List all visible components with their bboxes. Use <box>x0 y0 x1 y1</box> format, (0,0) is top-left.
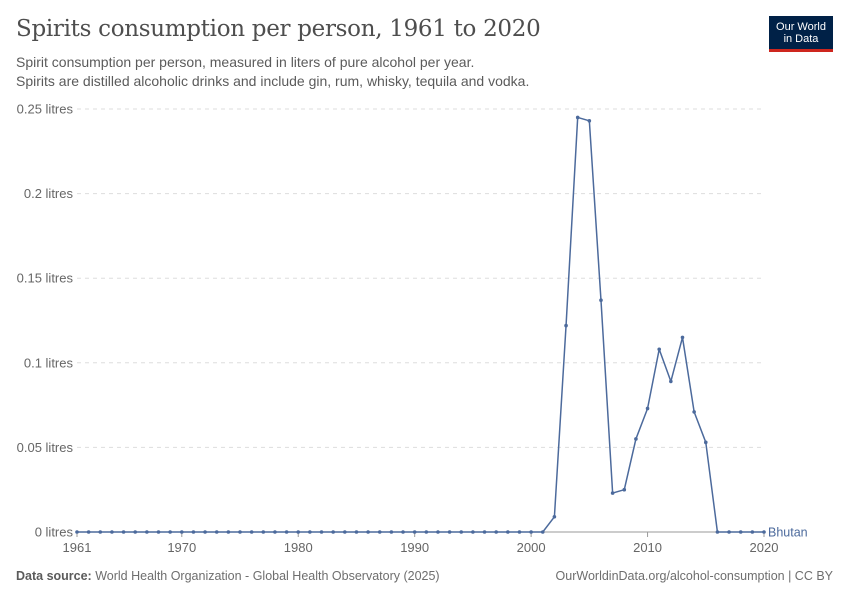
data-point[interactable] <box>110 530 114 534</box>
data-point[interactable] <box>517 530 522 534</box>
data-point[interactable] <box>610 491 615 495</box>
data-point[interactable] <box>331 530 335 534</box>
data-point[interactable] <box>506 530 510 534</box>
data-point[interactable] <box>494 530 498 534</box>
subtitle-line-1: Spirit consumption per person, measured … <box>16 54 475 70</box>
data-point[interactable] <box>156 530 161 534</box>
data-point[interactable] <box>308 530 312 534</box>
series-line-bhutan[interactable] <box>77 116 764 533</box>
data-point[interactable] <box>447 530 452 534</box>
data-point[interactable] <box>203 530 207 534</box>
x-tick-label: 1990 <box>400 540 429 555</box>
data-point[interactable] <box>249 530 254 534</box>
data-point[interactable] <box>191 530 196 534</box>
data-point[interactable] <box>238 530 242 534</box>
data-point[interactable] <box>622 487 627 492</box>
data-point[interactable] <box>657 347 662 352</box>
y-grid <box>77 108 764 533</box>
data-point[interactable] <box>645 406 650 411</box>
owid-logo[interactable]: Our World in Data <box>769 16 833 52</box>
data-point[interactable] <box>412 530 417 534</box>
data-point[interactable] <box>296 530 301 534</box>
data-point[interactable] <box>575 115 580 120</box>
y-tick-label: 0.05 litres <box>17 440 74 455</box>
series-label[interactable]: Bhutan <box>768 526 808 540</box>
data-point[interactable] <box>273 530 277 534</box>
y-tick-label: 0.2 litres <box>24 186 74 201</box>
data-point[interactable] <box>401 530 405 534</box>
data-point[interactable] <box>436 530 440 534</box>
data-point[interactable] <box>471 530 475 534</box>
data-source-label: Data source: <box>16 569 92 583</box>
data-point[interactable] <box>179 530 184 534</box>
data-source: Data source: World Health Organization -… <box>16 569 440 583</box>
data-point[interactable] <box>377 530 382 534</box>
data-point[interactable] <box>692 410 696 414</box>
data-point[interactable] <box>540 530 545 534</box>
data-point[interactable] <box>133 530 138 534</box>
logo-line-2: in Data <box>783 33 819 45</box>
data-point[interactable] <box>482 530 487 534</box>
y-tick-label: 0.15 litres <box>17 271 74 286</box>
data-point[interactable] <box>459 530 464 534</box>
data-point[interactable] <box>121 530 126 534</box>
data-point[interactable] <box>98 530 103 534</box>
y-tick-label: 0 litres <box>35 525 74 540</box>
data-point[interactable] <box>168 530 172 534</box>
x-tick-label: 2000 <box>517 540 546 555</box>
chart-subtitle: Spirit consumption per person, measured … <box>16 53 716 91</box>
data-point[interactable] <box>319 530 324 534</box>
y-axis-ticks: 0 litres 0.05 litres 0.1 litres 0.15 litres… <box>17 102 74 540</box>
data-point[interactable] <box>424 530 429 534</box>
data-source-text: World Health Organization - Global Healt… <box>95 569 440 583</box>
x-tick-label: 1970 <box>167 540 196 555</box>
data-point[interactable] <box>354 530 359 534</box>
data-point[interactable] <box>738 530 743 534</box>
footer-link[interactable]: OurWorldinData.org/alcohol-consumption |… <box>555 569 833 583</box>
data-point[interactable] <box>75 530 79 534</box>
data-point[interactable] <box>389 530 394 534</box>
data-point[interactable] <box>634 437 638 441</box>
data-point[interactable] <box>564 323 568 328</box>
data-point[interactable] <box>552 514 557 519</box>
data-point[interactable] <box>599 298 603 302</box>
data-point[interactable] <box>715 530 720 534</box>
data-point[interactable] <box>669 379 673 384</box>
x-tick-label: 2020 <box>750 540 779 555</box>
data-point[interactable] <box>86 530 91 534</box>
x-tick-label: 1980 <box>284 540 313 555</box>
data-point[interactable] <box>587 119 592 123</box>
y-tick-label: 0.1 litres <box>24 355 74 370</box>
data-point[interactable] <box>727 530 731 534</box>
data-point[interactable] <box>750 530 755 534</box>
data-point[interactable] <box>284 530 289 534</box>
chart-title: Spirits consumption per person, 1961 to … <box>16 16 541 42</box>
series-group: Bhutan <box>75 115 808 540</box>
subtitle-line-2: Spirits are distilled alcoholic drinks a… <box>16 73 530 89</box>
data-point[interactable] <box>261 530 266 534</box>
data-point[interactable] <box>762 530 766 534</box>
x-axis-ticks: 1961 1970 1980 1990 2000 2010 2020 <box>63 532 779 555</box>
data-point[interactable] <box>529 530 533 534</box>
x-tick-label: 2010 <box>633 540 662 555</box>
data-point[interactable] <box>214 530 219 534</box>
data-point[interactable] <box>145 530 149 534</box>
data-point[interactable] <box>680 335 685 340</box>
data-point[interactable] <box>226 530 231 534</box>
x-tick-label: 1961 <box>63 540 92 555</box>
data-point[interactable] <box>343 530 347 534</box>
data-point[interactable] <box>703 440 708 445</box>
logo-line-1: Our World <box>776 21 826 33</box>
y-tick-label: 0.25 litres <box>17 102 74 117</box>
data-point[interactable] <box>366 530 370 534</box>
